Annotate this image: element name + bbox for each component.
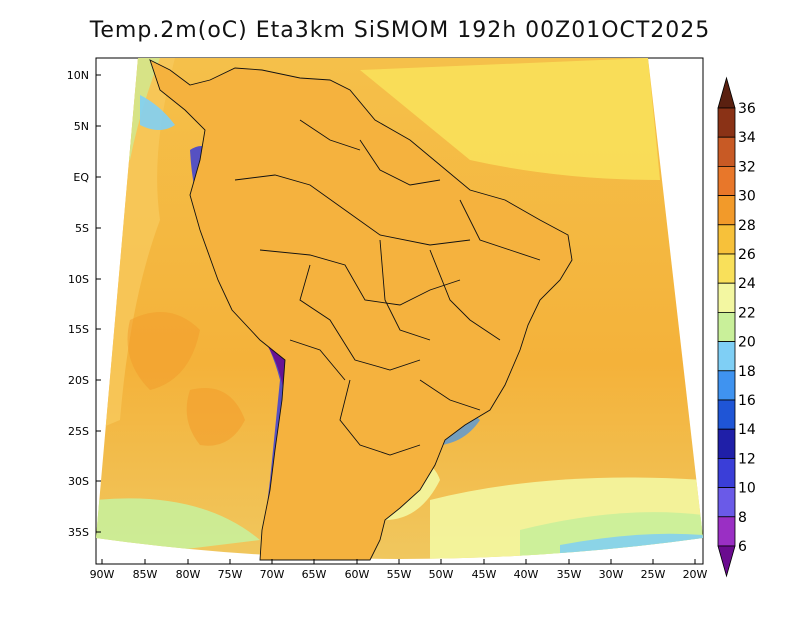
colorbar-box [717,487,736,518]
lon-label: 75W [218,568,243,581]
colorbar-box [717,457,736,488]
colorbar-box [717,370,736,401]
colorbar-label: 32 [738,159,756,175]
lat-label: 5S [75,222,89,235]
colorbar-label: 10 [738,481,756,497]
lon-label: 65W [302,568,327,581]
lon-label: 30W [599,568,624,581]
colorbar-label: 8 [738,510,747,526]
lat-label: 25S [68,425,89,438]
longitude-labels: 90W 85W 80W 75W 70W 65W 60W 55W 50W 45W … [90,568,708,581]
lat-label: EQ [73,171,89,184]
lon-label: 55W [387,568,412,581]
lon-label: 80W [176,568,201,581]
colorbar-label: 28 [738,218,756,234]
political-boundaries [149,59,573,561]
colorbar-box [717,311,736,342]
colorbar-box [717,341,736,372]
lat-label: 30S [68,475,89,488]
colorbar-label: 6 [738,539,747,555]
colorbar-box [717,428,736,459]
lon-label: 20W [683,568,708,581]
lat-label: 5N [74,120,89,133]
lon-label: 90W [90,568,115,581]
colorbar-label: 30 [738,189,756,205]
colorbar-label: 36 [738,101,756,117]
latitude-labels: 10N 5N EQ 5S 10S 15S 20S 25S 30S 35S [67,69,90,539]
colorbar-label: 34 [738,130,756,146]
colorbar-box [717,136,736,167]
colorbar-label: 18 [738,364,756,380]
lon-label: 35W [557,568,582,581]
colorbar: 6 8 10 12 14 16 18 20 22 24 26 28 30 32 34 36 [717,76,756,578]
colorbar-box [717,516,736,547]
lon-label: 45W [472,568,497,581]
lon-label: 60W [345,568,370,581]
lon-label: 85W [133,568,158,581]
colorbar-label: 26 [738,247,756,263]
lon-label: 25W [641,568,666,581]
lat-label: 10S [68,273,89,286]
colorbar-arrow-bottom [717,545,736,578]
longitude-ticks [101,559,696,564]
colorbar-box [717,282,736,313]
lon-label: 40W [514,568,539,581]
colorbar-label: 20 [738,335,756,351]
lon-label: 50W [429,568,454,581]
lat-label: 20S [68,374,89,387]
lat-label: 15S [68,323,89,336]
colorbar-box [717,165,736,196]
colorbar-label: 22 [738,305,756,321]
colorbar-box [717,399,736,430]
colorbar-box [717,195,736,226]
lat-label: 10N [67,69,89,82]
latitude-ticks [96,74,101,533]
colorbar-label: 16 [738,393,756,409]
colorbar-box [717,107,736,138]
colorbar-arrow-top [717,76,736,109]
colorbar-box [717,253,736,284]
lat-label: 35S [68,526,89,539]
map-title: Temp.2m(oC) Eta3km SiSMOM 192h 00Z01OCT2… [89,18,711,43]
colorbar-label: 12 [738,451,756,467]
colorbar-box [717,224,736,255]
lon-label: 70W [260,568,285,581]
colorbar-label: 14 [738,422,756,438]
colorbar-label: 24 [738,276,756,292]
